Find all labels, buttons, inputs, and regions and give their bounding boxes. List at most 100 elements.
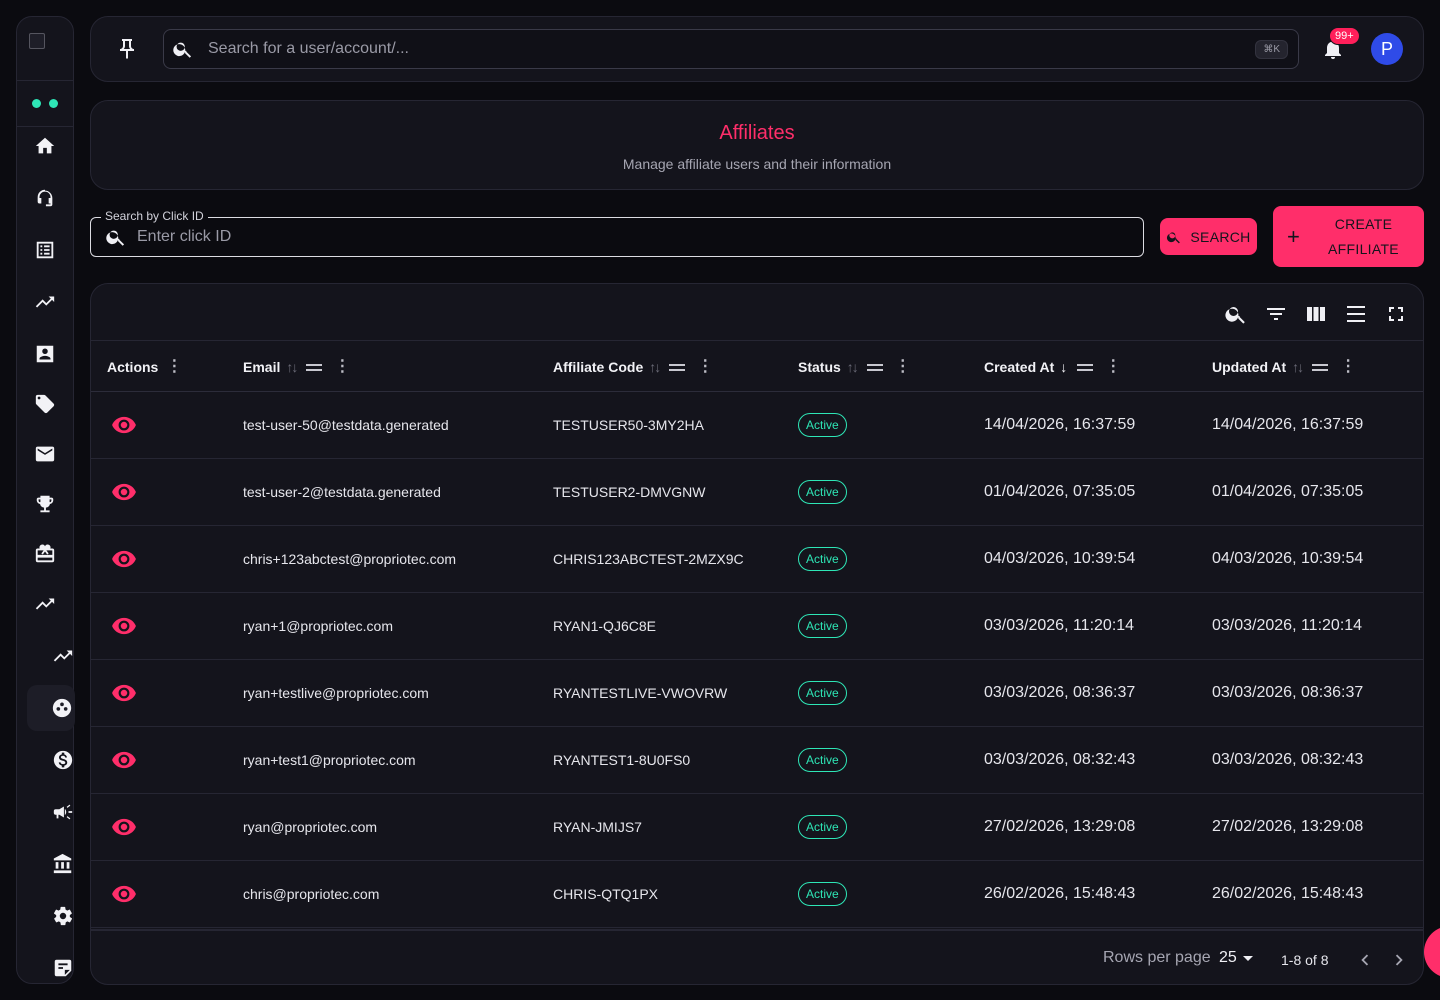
sidebar-item-home[interactable]: [21, 123, 69, 169]
column-header-affiliate-code[interactable]: Affiliate Code ↑↓ ⋮: [553, 341, 713, 393]
search-icon: [173, 42, 192, 58]
cell-affiliate-code: RYANTEST1-8U0FS0: [553, 752, 691, 768]
columns-icon[interactable]: [1304, 302, 1328, 326]
table-row: ryan+test1@propriotec.com RYANTEST1-8U0FS…: [91, 727, 1423, 794]
logo[interactable]: [17, 17, 73, 81]
create-affiliate-button[interactable]: + CREATE AFFILIATE: [1273, 206, 1424, 267]
status-badge: Active: [798, 547, 847, 571]
cell-updated-at: 04/03/2026, 10:39:54: [1212, 550, 1364, 567]
density-icon[interactable]: [1344, 302, 1368, 326]
sidebar-subitem-campaigns[interactable]: [39, 789, 87, 835]
trending-up-icon: [53, 650, 73, 662]
status-badge: Active: [798, 480, 847, 504]
settings-icon: [53, 906, 73, 926]
rows-per-page-value: 25: [1219, 949, 1237, 966]
contact-card-icon: [36, 345, 54, 363]
sidebar-subitem-settings[interactable]: [39, 893, 87, 939]
drag-handle-icon[interactable]: [669, 364, 686, 366]
table-row: chris+123abctest@propriotec.com CHRIS123A…: [91, 526, 1423, 593]
cell-updated-at: 26/02/2026, 15:48:43: [1212, 885, 1364, 902]
search-icon[interactable]: [1224, 302, 1248, 326]
search-icon: [106, 230, 125, 246]
cell-created-at: 03/03/2026, 08:36:37: [984, 684, 1136, 701]
fullscreen-icon[interactable]: [1384, 302, 1408, 326]
status-dots: [17, 81, 73, 127]
sort-icon[interactable]: ↑↓: [286, 359, 298, 375]
rows-per-page-label: Rows per page: [1103, 949, 1211, 966]
cell-email: test-user-2@testdata.generated: [243, 484, 441, 500]
cell-email: ryan+1@propriotec.com: [243, 618, 394, 634]
sidebar-subitem-notes[interactable]: [39, 945, 87, 991]
view-icon[interactable]: [111, 613, 137, 639]
cell-affiliate-code: RYAN1-QJ6C8E: [553, 618, 656, 634]
sort-icon[interactable]: ↑↓: [846, 359, 859, 375]
sidebar-item-affiliates[interactable]: [27, 685, 75, 731]
click-id-label: Search by Click ID: [101, 209, 208, 223]
trending-up-icon: [35, 296, 55, 308]
column-header-updated-at[interactable]: Updated At ↑↓ ⋮: [1212, 341, 1356, 393]
cell-email: chris@propriotec.com: [243, 886, 380, 902]
view-icon[interactable]: [111, 747, 137, 773]
sidebar-item-rewards[interactable]: [21, 531, 69, 577]
click-id-field[interactable]: Search by Click ID: [90, 209, 1144, 257]
trending-up-icon: [35, 598, 55, 610]
sort-icon[interactable]: ↑↓: [649, 359, 661, 375]
click-id-input[interactable]: [137, 228, 1143, 246]
cell-affiliate-code: RYANTESTLIVE-VWOVRW: [553, 685, 728, 701]
sidebar-item-tags[interactable]: [21, 381, 69, 427]
column-menu-icon[interactable]: ⋮: [166, 358, 183, 375]
drag-handle-icon[interactable]: [1077, 364, 1094, 366]
view-icon[interactable]: [111, 680, 137, 706]
view-icon[interactable]: [111, 881, 137, 907]
column-menu-icon[interactable]: ⋮: [697, 358, 714, 375]
view-icon[interactable]: [111, 546, 137, 572]
sort-desc-icon[interactable]: ↓: [1060, 359, 1068, 375]
trophy-icon: [36, 495, 54, 513]
sidebar-item-growth[interactable]: [21, 581, 69, 627]
column-menu-icon[interactable]: ⋮: [1340, 358, 1357, 375]
sidebar-item-analytics[interactable]: [21, 279, 69, 325]
sort-icon[interactable]: ↑↓: [1292, 359, 1304, 375]
sidebar-item-mail[interactable]: [21, 431, 69, 477]
column-menu-icon[interactable]: ⋮: [1105, 358, 1122, 375]
sidebar-item-list[interactable]: [21, 227, 69, 273]
cell-affiliate-code: RYAN-JMIJS7: [553, 819, 642, 835]
drag-handle-icon[interactable]: [306, 364, 323, 366]
column-menu-icon[interactable]: ⋮: [894, 358, 911, 375]
drag-handle-icon[interactable]: [1312, 364, 1329, 366]
avatar[interactable]: P: [1371, 33, 1403, 65]
sidebar-subitem-bank[interactable]: [39, 841, 87, 887]
column-label: Updated At: [1212, 359, 1287, 375]
gift-icon: [35, 544, 55, 563]
view-icon[interactable]: [111, 814, 137, 840]
sidebar-subitem-growth[interactable]: [39, 633, 87, 679]
filter-icon[interactable]: [1264, 302, 1288, 326]
cell-updated-at: 01/04/2026, 07:35:05: [1212, 483, 1364, 500]
sidebar-item-support[interactable]: [21, 175, 69, 221]
affiliates-table: Actions ⋮ Email ↑↓ ⋮ Affiliate Code ↑↓ ⋮…: [90, 283, 1424, 985]
global-search[interactable]: ⌘K: [163, 29, 1299, 69]
sidebar-subitem-payments[interactable]: [39, 737, 87, 783]
chevron-right-icon[interactable]: [1388, 949, 1410, 971]
floating-action-button[interactable]: [1424, 926, 1440, 978]
cell-email: ryan@propriotec.com: [243, 819, 378, 835]
column-header-created-at[interactable]: Created At ↓ ⋮: [984, 341, 1121, 393]
rows-per-page-select[interactable]: 25: [1219, 949, 1253, 967]
column-header-email[interactable]: Email ↑↓ ⋮: [243, 341, 350, 393]
global-search-input[interactable]: [208, 40, 1256, 58]
page-header: Affiliates Manage affiliate users and th…: [90, 100, 1424, 190]
view-icon[interactable]: [111, 412, 137, 438]
sidebar-item-contacts[interactable]: [21, 331, 69, 377]
pin-icon[interactable]: [115, 37, 139, 61]
sidebar-item-trophy[interactable]: [21, 481, 69, 527]
column-label: Status: [798, 359, 841, 375]
search-button[interactable]: SEARCH: [1160, 218, 1257, 255]
status-badge: Active: [798, 681, 847, 705]
column-header-status[interactable]: Status ↑↓ ⋮: [798, 341, 911, 393]
drag-handle-icon[interactable]: [866, 364, 883, 366]
column-menu-icon[interactable]: ⋮: [334, 358, 351, 375]
cell-created-at: 01/04/2026, 07:35:05: [984, 483, 1136, 500]
view-icon[interactable]: [111, 479, 137, 505]
chevron-left-icon[interactable]: [1354, 949, 1376, 971]
page-title: Affiliates: [719, 122, 795, 144]
